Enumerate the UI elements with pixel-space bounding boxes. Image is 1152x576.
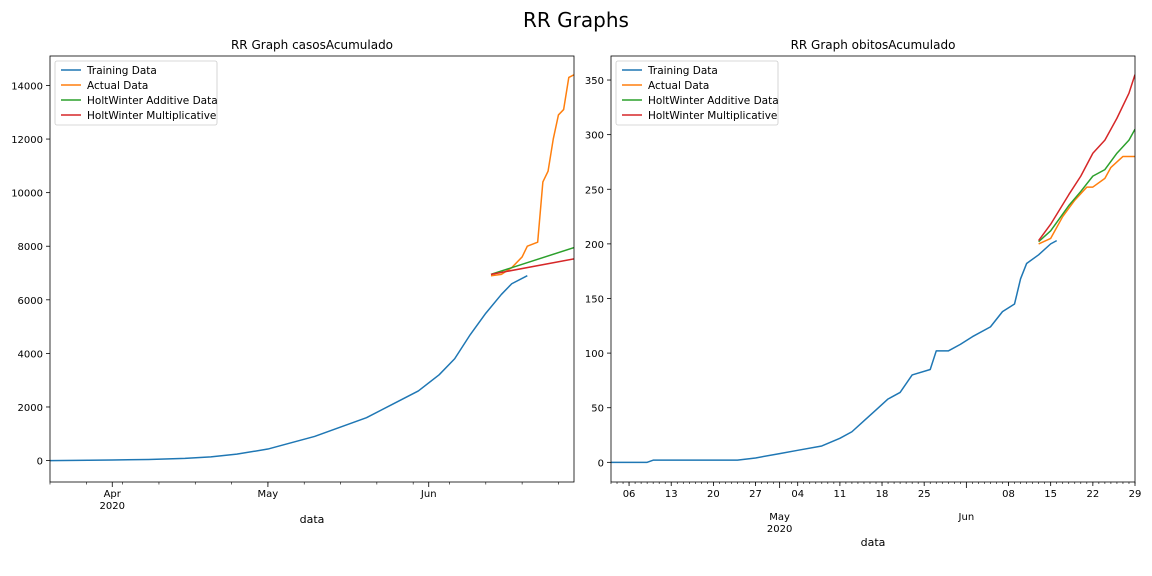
x-tick-label: 11 xyxy=(834,489,847,500)
x-major-tick-sublabel: 2020 xyxy=(100,501,125,512)
y-tick-label: 350 xyxy=(585,76,604,87)
x-tick-label: 25 xyxy=(918,489,931,500)
series-line-actual-data xyxy=(1038,155,1135,245)
x-tick-label: 18 xyxy=(876,489,889,500)
x-tick-label: 13 xyxy=(665,489,678,500)
y-tick-label: 8000 xyxy=(18,242,43,253)
y-tick-label: 6000 xyxy=(18,296,43,307)
legend-label: Actual Data xyxy=(648,80,709,92)
y-tick-label: 12000 xyxy=(11,135,43,146)
series-line-holtwinter-additive-data xyxy=(490,246,574,276)
plot-frame xyxy=(49,55,575,483)
legend-label: Training Data xyxy=(647,65,718,77)
chart-2: RR Graph obitosAcumulado 0 50 100 150 200 250 3… xyxy=(585,38,1141,549)
x-major-tick-label: Apr xyxy=(104,489,122,500)
chart-title: RR Graph casosAcumulado xyxy=(231,38,393,52)
y-tick-label: 0 xyxy=(598,458,604,469)
y-tick-label: 300 xyxy=(585,131,604,142)
x-tick-label: 22 xyxy=(1086,489,1099,500)
chart-1: RR Graph casosAcumulado 0 2000 4000 6000 8000… xyxy=(11,38,575,526)
legend-box xyxy=(54,60,218,126)
x-tick-label: 08 xyxy=(1002,489,1015,500)
y-tick-label: 150 xyxy=(585,294,604,305)
x-tick-label: 06 xyxy=(623,489,636,500)
legend-box xyxy=(615,60,779,126)
x-major-tick-label: May xyxy=(769,512,790,523)
y-tick-label: 0 xyxy=(37,457,43,468)
series-line-holtwinter-additive-data xyxy=(1038,128,1135,243)
legend-label: Training Data xyxy=(86,65,157,77)
legend-label: HoltWinter Additive Data xyxy=(648,95,779,107)
x-tick-label: 27 xyxy=(749,489,762,500)
x-axis-label: data xyxy=(861,536,886,549)
y-tick-label: 10000 xyxy=(11,189,43,200)
series-line-actual-data xyxy=(490,74,574,277)
legend-label: HoltWinter Multiplicative xyxy=(87,110,216,122)
series-line-training-data xyxy=(611,239,1058,464)
x-major-tick-label: Jun xyxy=(420,489,437,500)
figure-title: RR Graphs xyxy=(523,8,629,32)
y-tick-label: 100 xyxy=(585,349,604,360)
series-line-training-data xyxy=(50,275,528,462)
y-tick-label: 14000 xyxy=(11,81,43,92)
x-tick-label: 04 xyxy=(791,489,804,500)
x-axis-label: data xyxy=(300,513,325,526)
y-tick-label: 50 xyxy=(591,404,604,415)
x-major-tick-sublabel: 2020 xyxy=(767,524,792,535)
x-tick-label: 20 xyxy=(707,489,720,500)
y-tick-label: 4000 xyxy=(18,349,43,360)
plot-frame xyxy=(610,55,1136,483)
x-tick-label: 29 xyxy=(1129,489,1142,500)
x-tick-label: 15 xyxy=(1044,489,1057,500)
x-major-tick-label: Jun xyxy=(958,512,975,523)
chart-title: RR Graph obitosAcumulado xyxy=(791,38,956,52)
x-major-tick-label: May xyxy=(258,489,279,500)
legend-label: HoltWinter Multiplicative xyxy=(648,110,777,122)
y-tick-label: 250 xyxy=(585,185,604,196)
series-line-holtwinter-multiplicative xyxy=(1038,74,1135,242)
series-line-holtwinter-multiplicative xyxy=(490,258,574,276)
y-tick-label: 2000 xyxy=(18,403,43,414)
legend-label: HoltWinter Additive Data xyxy=(87,95,218,107)
y-tick-label: 200 xyxy=(585,240,604,251)
legend-label: Actual Data xyxy=(87,80,148,92)
